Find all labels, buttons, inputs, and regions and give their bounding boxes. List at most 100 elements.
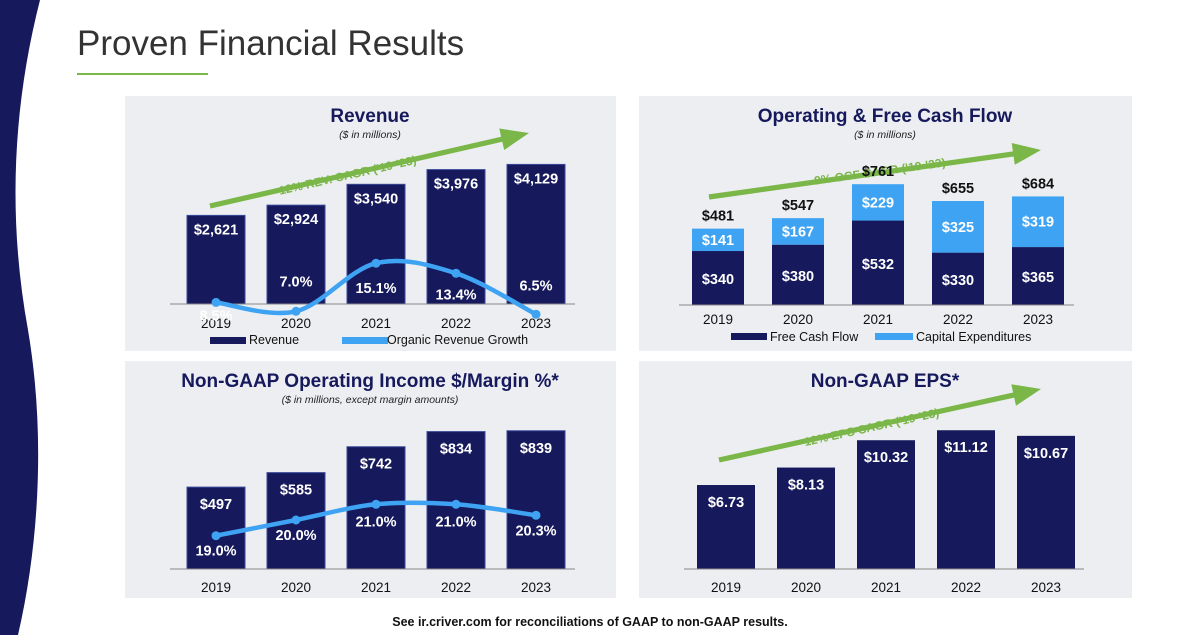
eps-panel: Non-GAAP EPS* ~12% EPS CAGR ('19-'23) $6.7… xyxy=(639,361,1132,598)
cashflow-xtick-2023: 2023 xyxy=(1023,312,1053,327)
opincome-bar-label-2021: $742 xyxy=(360,457,392,473)
cashflow-total-label-2022: $655 xyxy=(942,181,974,197)
cashflow-capex-label-2022: $325 xyxy=(942,220,974,236)
revenue-xtick-2023: 2023 xyxy=(521,316,551,331)
revenue-legend-swatch-growth xyxy=(342,337,388,344)
cashflow-panel: Operating & Free Cash Flow ($ in millions… xyxy=(639,96,1132,351)
revenue-growth-label-2021: 15.1% xyxy=(355,281,396,297)
eps-xtick-2019: 2019 xyxy=(711,580,741,595)
eps-xtick-2022: 2022 xyxy=(951,580,981,595)
page-title: Proven Financial Results xyxy=(77,24,465,63)
cashflow-capex-label-2023: $319 xyxy=(1022,215,1054,231)
cashflow-legend-swatch-fcf xyxy=(731,333,767,340)
cashflow-fcf-bar-2019 xyxy=(692,251,744,305)
opincome-chart: Non-GAAP Operating Income $/Margin %* ($ … xyxy=(170,371,575,595)
cashflow-cagr-arrow xyxy=(708,143,1041,200)
cashflow-capex-bar-2019 xyxy=(692,228,744,252)
cashflow-fcf-label-2019: $340 xyxy=(702,272,734,288)
cashflow-xtick-2021: 2021 xyxy=(863,312,893,327)
eps-bar-label-2022: $11.12 xyxy=(944,440,988,456)
opincome-title: Non-GAAP Operating Income $/Margin %* xyxy=(181,371,559,392)
opincome-margin-point-2021 xyxy=(371,499,381,509)
opincome-margin-label-2020: 20.0% xyxy=(275,528,316,544)
opincome-bar-label-2019: $497 xyxy=(200,497,232,513)
opincome-margin-point-2019 xyxy=(211,531,221,541)
opincome-xtick-2020: 2020 xyxy=(281,580,311,595)
cashflow-capex-bar-2021 xyxy=(852,184,904,221)
revenue-growth-label-2020: 7.0% xyxy=(279,274,312,290)
revenue-subtitle: ($ in millions) xyxy=(339,129,401,141)
revenue-title: Revenue xyxy=(330,106,409,127)
cashflow-legend-label-capex: Capital Expenditures xyxy=(916,330,1031,344)
revenue-growth-point-2021 xyxy=(371,258,381,268)
eps-bar-2021 xyxy=(857,440,915,569)
cashflow-capex-bar-2023 xyxy=(1012,196,1064,248)
cashflow-fcf-label-2021: $532 xyxy=(862,257,894,273)
cashflow-fcf-bar-2021 xyxy=(852,220,904,305)
opincome-xtick-2022: 2022 xyxy=(441,580,471,595)
opincome-margin-label-2023: 20.3% xyxy=(515,523,556,539)
revenue-xtick-2020: 2020 xyxy=(281,316,311,331)
cashflow-fcf-label-2020: $380 xyxy=(782,269,814,285)
cashflow-subtitle: ($ in millions) xyxy=(854,129,916,141)
revenue-legend-label-revenue: Revenue xyxy=(249,333,299,347)
cashflow-total-label-2023: $684 xyxy=(1022,176,1054,192)
revenue-bar-label-2022: $3,976 xyxy=(434,177,478,193)
revenue-growth-label-2019: 8.5% xyxy=(199,308,232,324)
revenue-growth-point-2023 xyxy=(531,309,541,319)
eps-xtick-2020: 2020 xyxy=(791,580,821,595)
revenue-cagr-arrow xyxy=(209,128,529,209)
eps-bar-2023 xyxy=(1017,435,1075,569)
cashflow-total-label-2019: $481 xyxy=(702,209,734,225)
revenue-bar-label-2019: $2,621 xyxy=(194,222,238,238)
cashflow-fcf-bar-2022 xyxy=(932,252,984,305)
revenue-growth-label-2023: 6.5% xyxy=(519,278,552,294)
footnote: See ir.criver.com for reconciliations of… xyxy=(392,615,788,629)
eps-bar-label-2021: $10.32 xyxy=(864,450,908,466)
cashflow-fcf-label-2022: $330 xyxy=(942,273,974,289)
eps-bar-label-2020: $8.13 xyxy=(788,478,824,494)
opincome-xtick-2023: 2023 xyxy=(521,580,551,595)
eps-bar-label-2023: $10.67 xyxy=(1024,446,1068,462)
title-underline xyxy=(77,73,208,75)
revenue-bar-2021 xyxy=(346,183,406,305)
eps-xtick-2021: 2021 xyxy=(871,580,901,595)
revenue-bar-2019 xyxy=(186,214,246,305)
cashflow-capex-label-2021: $229 xyxy=(862,195,894,211)
cashflow-chart: Operating & Free Cash Flow ($ in millions… xyxy=(679,106,1074,344)
background-wave-decoration xyxy=(0,0,40,635)
revenue-panel: Revenue ($ in millions) ~12% REV. CAGR ('1… xyxy=(125,96,616,351)
cashflow-xtick-2020: 2020 xyxy=(783,312,813,327)
cashflow-xtick-2022: 2022 xyxy=(943,312,973,327)
revenue-bar-label-2021: $3,540 xyxy=(354,191,398,207)
revenue-xtick-2022: 2022 xyxy=(441,316,471,331)
eps-bar-2022 xyxy=(937,430,995,569)
opincome-bar-label-2020: $585 xyxy=(280,483,312,499)
eps-xtick-2023: 2023 xyxy=(1031,580,1061,595)
cashflow-capex-label-2019: $141 xyxy=(702,233,734,249)
eps-bar-2019 xyxy=(697,485,755,569)
cashflow-title: Operating & Free Cash Flow xyxy=(758,106,1013,127)
opincome-bar-2023 xyxy=(506,430,566,570)
revenue-growth-point-2019 xyxy=(211,297,221,307)
cashflow-fcf-bar-2023 xyxy=(1012,247,1064,305)
revenue-xtick-2019: 2019 xyxy=(201,316,231,331)
revenue-legend-label-growth: Organic Revenue Growth xyxy=(387,333,528,347)
cashflow-capex-label-2020: $167 xyxy=(782,224,814,240)
eps-bar-label-2019: $6.73 xyxy=(708,495,744,511)
opincome-panel: Non-GAAP Operating Income $/Margin %* ($ … xyxy=(125,361,616,598)
opincome-margin-label-2021: 21.0% xyxy=(355,514,396,530)
revenue-growth-label-2022: 13.4% xyxy=(435,287,476,303)
cashflow-total-label-2021: $761 xyxy=(862,164,894,180)
cashflow-capex-bar-2020 xyxy=(772,218,824,245)
cashflow-fcf-label-2023: $365 xyxy=(1022,270,1054,286)
cashflow-legend-label-fcf: Free Cash Flow xyxy=(770,330,859,344)
revenue-legend-swatch-revenue xyxy=(210,337,246,344)
opincome-xtick-2019: 2019 xyxy=(201,580,231,595)
opincome-margin-label-2019: 19.0% xyxy=(195,544,236,560)
cashflow-capex-bar-2022 xyxy=(932,201,984,253)
opincome-margin-label-2022: 21.0% xyxy=(435,514,476,530)
revenue-bar-label-2020: $2,924 xyxy=(274,212,318,228)
cashflow-fcf-bar-2020 xyxy=(772,244,824,305)
revenue-growth-point-2022 xyxy=(451,268,461,278)
